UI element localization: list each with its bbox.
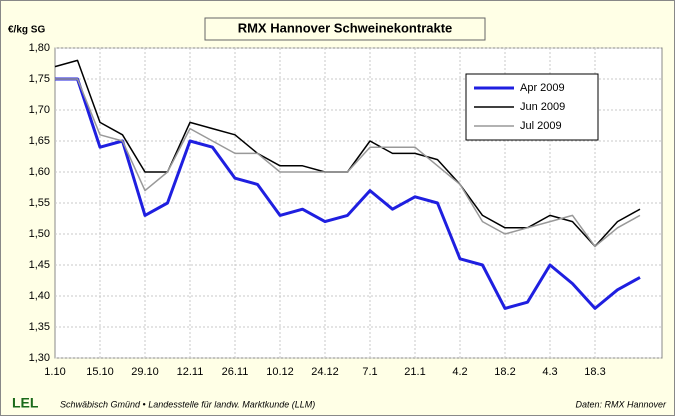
footer-source: Schwäbisch Gmünd • Landesstelle für land…: [60, 399, 315, 409]
title-box: [204, 17, 486, 41]
logo: LEL: [12, 395, 39, 411]
chart-title: RMX Hannover Schweinekontrakte: [238, 20, 453, 35]
legend-label: Jul 2009: [520, 120, 562, 132]
x-tick-label: 24.12: [311, 366, 339, 378]
x-tick-label: 10.12: [266, 366, 294, 378]
y-tick-label: 1,30: [29, 352, 50, 364]
x-tick-label: 12.11: [177, 366, 204, 378]
x-tick-label: 18.3: [584, 366, 605, 378]
legend-label: Apr 2009: [520, 82, 565, 94]
x-tick-label: 4.2: [452, 366, 467, 378]
x-tick-label: 7.1: [362, 366, 377, 378]
y-axis-label: €/kg SG: [8, 25, 45, 36]
y-tick-label: 1,80: [29, 42, 50, 54]
y-tick-label: 1,75: [29, 73, 50, 85]
y-tick-label: 1,45: [29, 259, 50, 271]
y-tick-label: 1,55: [29, 197, 50, 209]
x-tick-label: 4.3: [542, 366, 557, 378]
y-tick-label: 1,65: [29, 135, 50, 147]
legend-label: Jun 2009: [520, 101, 565, 113]
y-tick-label: 1,70: [29, 104, 50, 116]
series-line: [55, 77, 641, 310]
x-tick-label: 21.1: [404, 366, 425, 378]
series-line: [55, 78, 641, 248]
x-tick-label: 18.2: [494, 366, 515, 378]
y-tick-label: 1,60: [29, 166, 50, 178]
y-tick-label: 1,50: [29, 228, 50, 240]
x-tick-label: 26.11: [222, 366, 249, 378]
x-tick-label: 1.10: [44, 366, 65, 378]
y-tick-label: 1,40: [29, 290, 50, 302]
x-tick-label: 29.10: [131, 366, 159, 378]
y-tick-label: 1,35: [29, 321, 50, 333]
x-tick-label: 15.10: [86, 366, 114, 378]
footer-credit: Daten: RMX Hannover: [575, 399, 667, 409]
